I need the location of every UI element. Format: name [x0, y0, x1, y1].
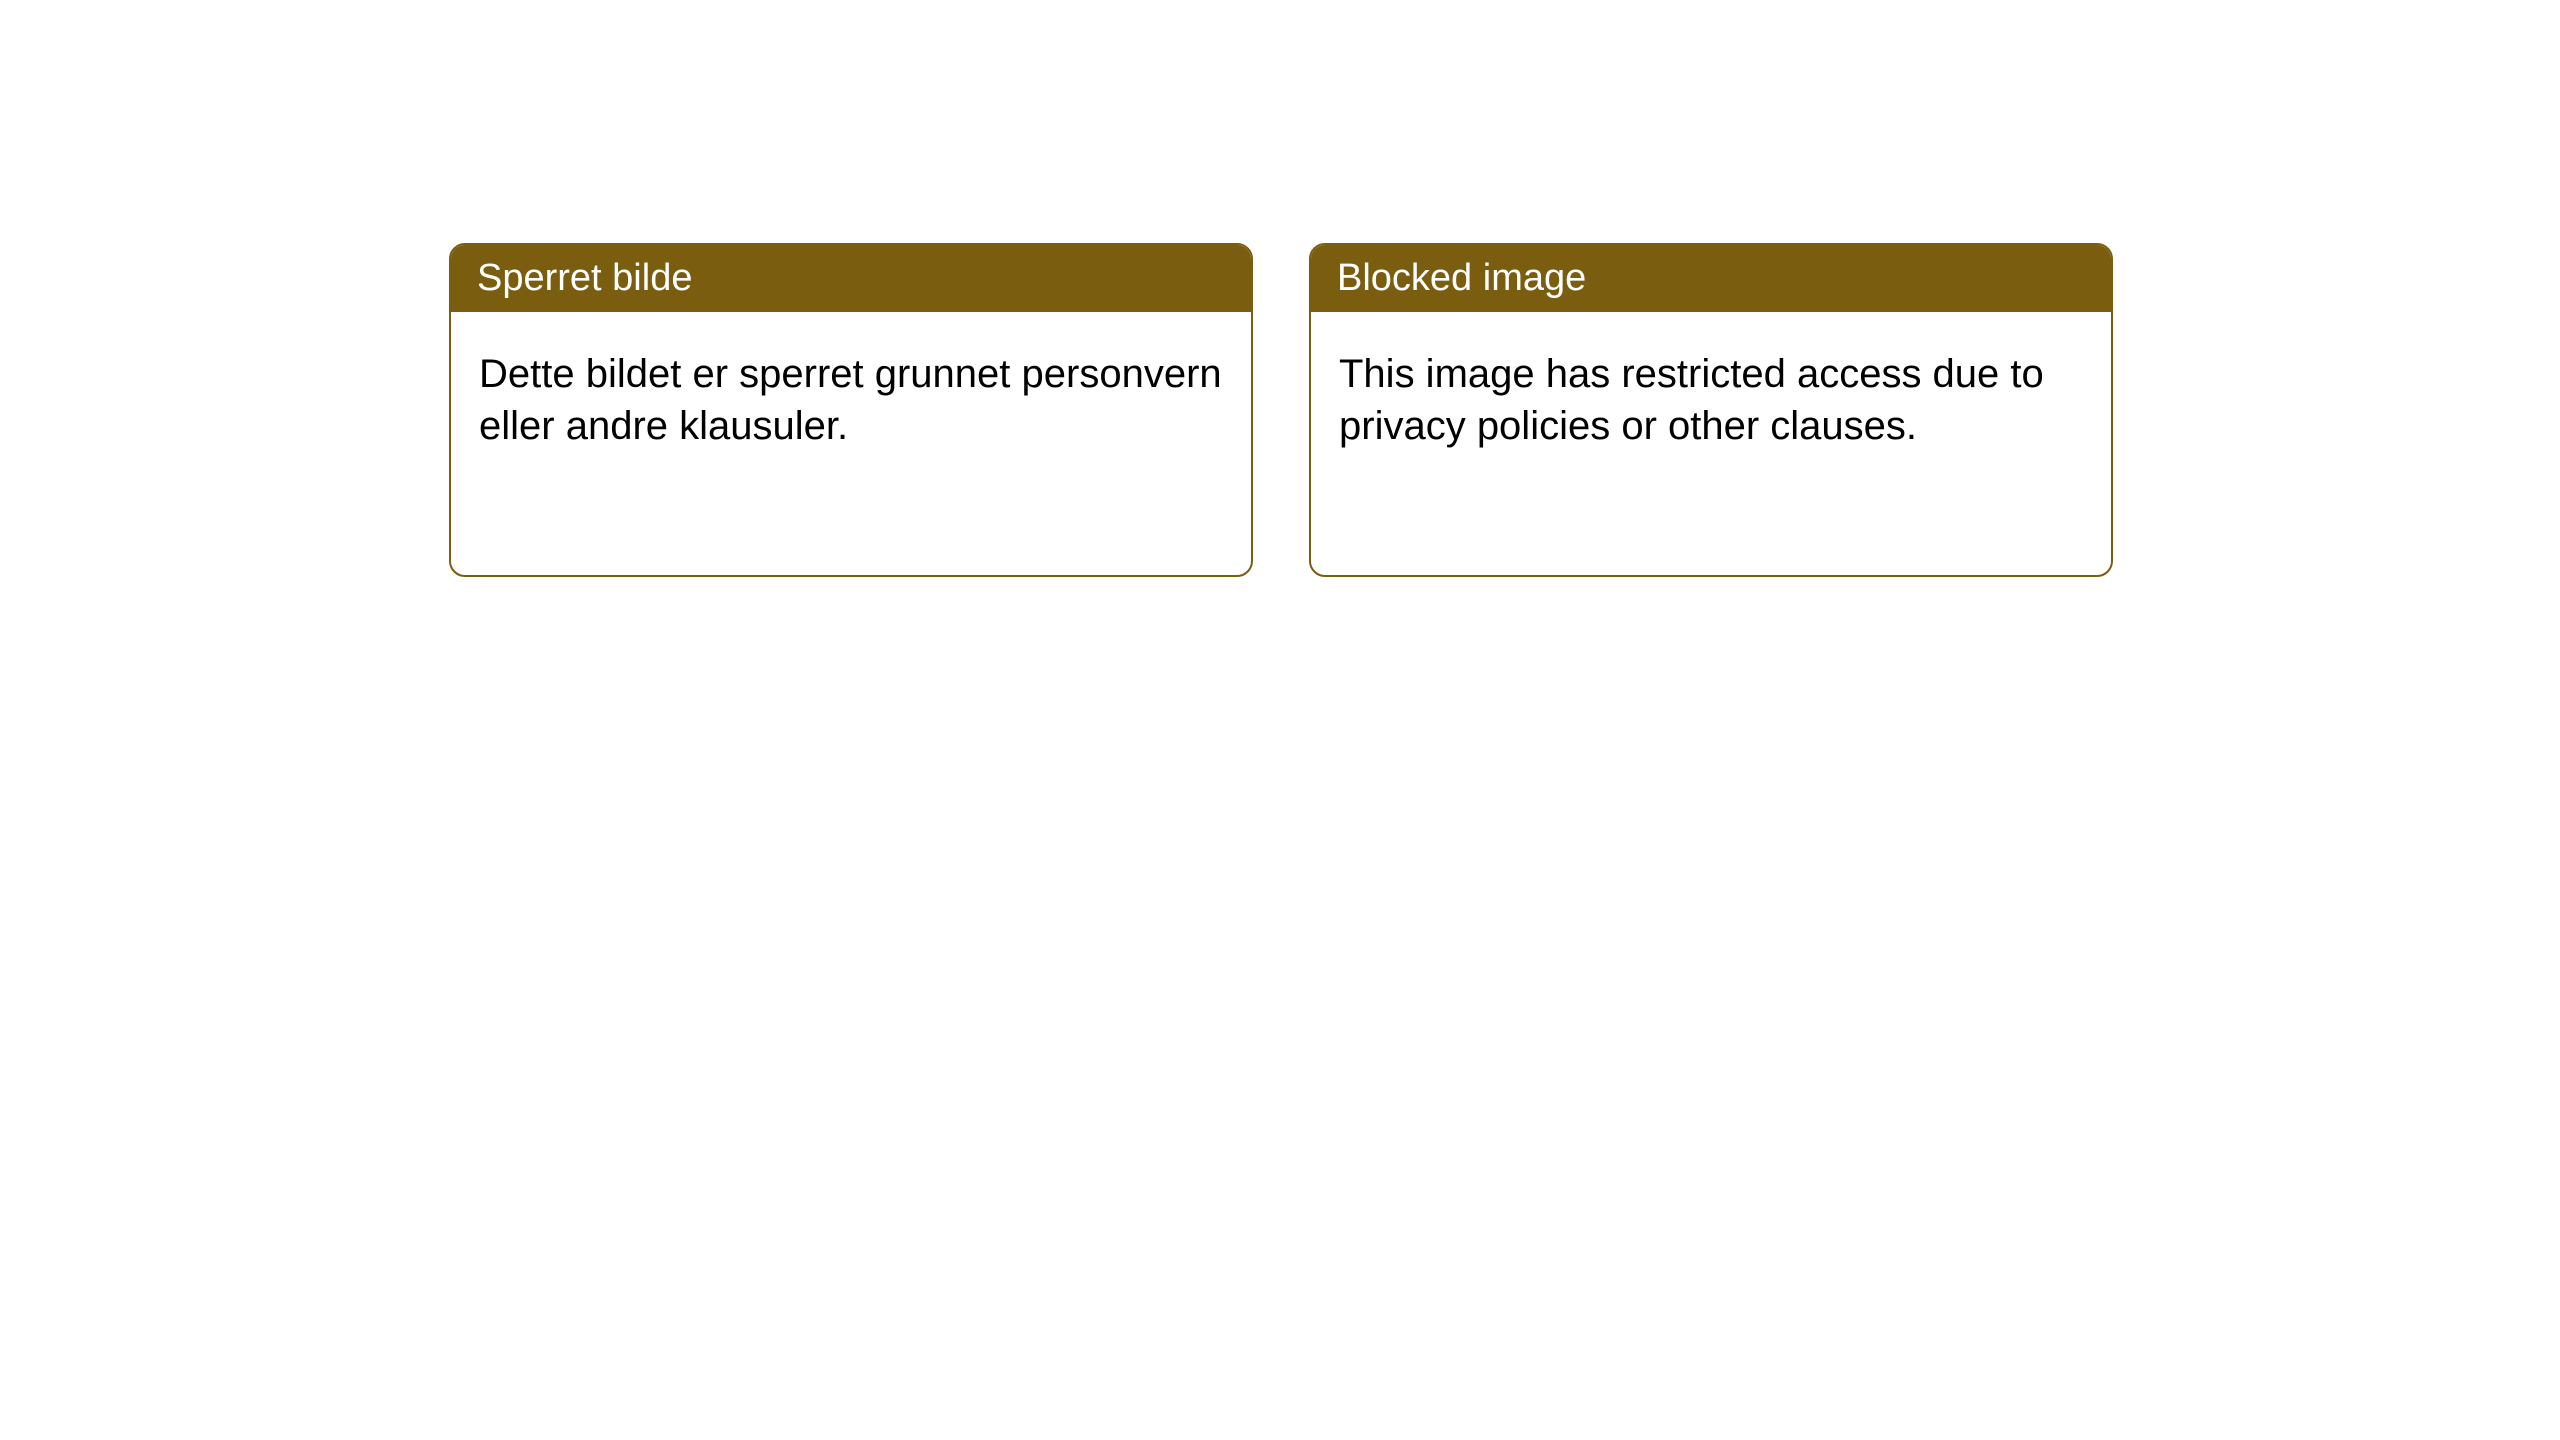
- notice-body: This image has restricted access due to …: [1311, 312, 2111, 488]
- notice-box-en: Blocked image This image has restricted …: [1309, 243, 2113, 577]
- notice-title: Sperret bilde: [451, 245, 1251, 312]
- notice-container: Sperret bilde Dette bildet er sperret gr…: [0, 0, 2560, 577]
- notice-box-no: Sperret bilde Dette bildet er sperret gr…: [449, 243, 1253, 577]
- notice-title: Blocked image: [1311, 245, 2111, 312]
- notice-body: Dette bildet er sperret grunnet personve…: [451, 312, 1251, 488]
